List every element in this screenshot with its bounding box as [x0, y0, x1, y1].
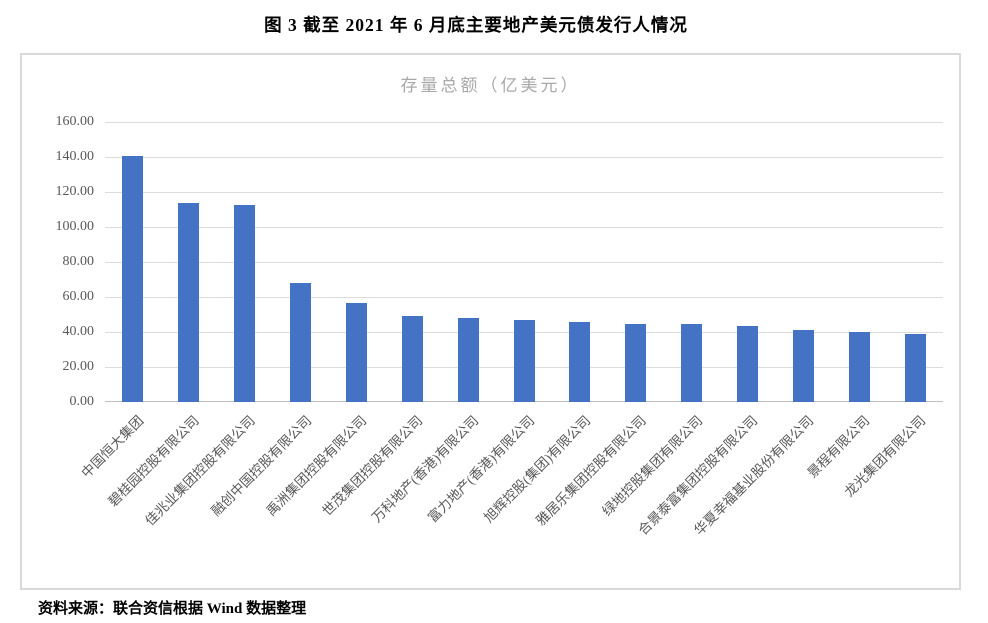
gridline [105, 297, 943, 298]
y-tick-label: 160.00 [55, 114, 95, 129]
bar-世茂集团控股有限公司 [401, 315, 423, 402]
bar-龙光集团有限公司 [904, 333, 926, 402]
bar-旭辉控股(集团)有限公司 [569, 322, 591, 402]
bar-万科地产(香港)有限公司 [457, 318, 479, 402]
gridline [105, 227, 943, 228]
bar-中国恒大集团 [122, 156, 144, 402]
bar-雅居乐集团控股有限公司 [625, 324, 647, 402]
bar-禹洲集团控股有限公司 [345, 302, 367, 402]
bars-layer [105, 122, 943, 402]
source-note: 资料来源：联合资信根据 Wind 数据整理 [38, 601, 307, 617]
chart-title: 存量总额（亿美元） [400, 76, 581, 95]
x-tick-label: 禹洲集团控股有限公司 [263, 412, 370, 519]
y-axis: 160.00 140.00 120.00 100.00 80.00 60.00 40.00 2… [22, 114, 95, 409]
x-axis: 中国恒大集团 碧桂园控股有限公司 佳兆业集团控股有限公司 融创中国控股有限公司 禹洲集团… [78, 410, 943, 585]
y-tick-label: 100.00 [55, 219, 95, 234]
figure-title: 图 3 截至 2021 年 6 月底主要地产美元债发行人情况 [264, 15, 688, 35]
y-tick-label: 140.00 [55, 149, 95, 164]
y-tick-label: 120.00 [55, 184, 95, 199]
bar-富力地产(香港)有限公司 [513, 319, 535, 402]
x-tick-label: 融创中国控股有限公司 [207, 412, 314, 519]
gridline [105, 157, 943, 158]
bar-景程有限公司 [848, 332, 870, 402]
y-tick-label: 80.00 [62, 254, 95, 269]
plot-area [105, 122, 943, 402]
y-tick-label: 0.00 [69, 394, 95, 409]
bar-佳兆业集团控股有限公司 [234, 204, 256, 402]
chart-frame: 存量总额（亿美元） 160.00 140.00 120.00 100.00 80.00 6… [20, 53, 961, 590]
bar-碧桂园控股有限公司 [178, 202, 200, 402]
gridline [105, 262, 943, 263]
bar-绿地控股集团有限公司 [681, 324, 703, 402]
bar-华夏幸福基业股份有限公司 [792, 330, 814, 402]
gridline [105, 122, 943, 123]
gridline [105, 192, 943, 193]
x-tick-label: 绿地控股集团有限公司 [598, 412, 706, 519]
y-tick-label: 60.00 [62, 289, 95, 304]
y-tick-label: 20.00 [62, 359, 95, 374]
bar-合景泰富集团控股有限公司 [736, 325, 758, 402]
bar-融创中国控股有限公司 [290, 283, 312, 402]
x-tick-label: 世茂集团控股有限公司 [319, 412, 426, 519]
y-tick-label: 40.00 [62, 324, 95, 339]
